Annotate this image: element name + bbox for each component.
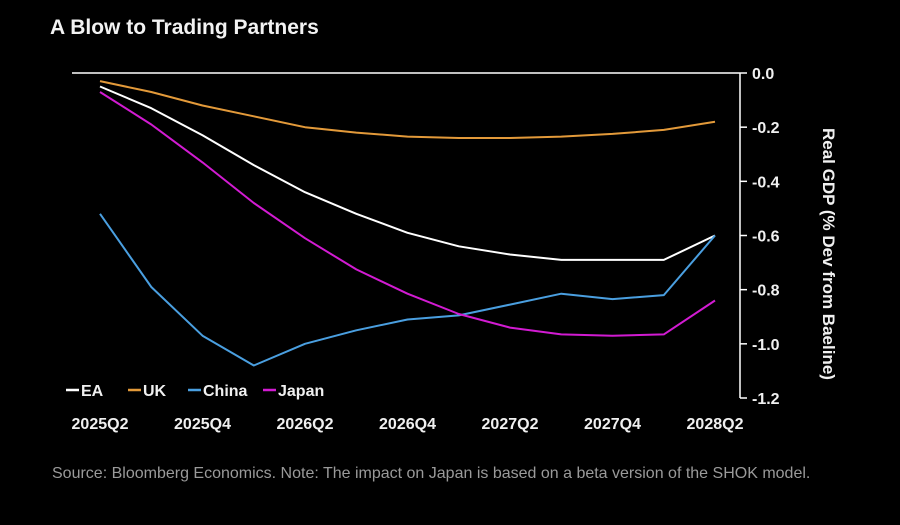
x-tick-label: 2026Q2 [277,416,334,433]
x-tick-label: 2025Q2 [72,416,129,433]
series-line-ea [99,85,716,261]
y-tick-label: -0.8 [752,283,780,300]
legend-label-ea: EA [81,383,104,400]
x-tick-label: 2026Q4 [379,416,436,433]
line-chart: 0.0 -0.2 -0.4 -0.6 -0.8 -1.0 -1.2 2025Q2 2025Q4 2… [66,66,838,433]
y-tick-label: -1.2 [752,391,780,408]
legend-label-japan: Japan [278,383,324,400]
y-tick-label: -0.6 [752,229,780,246]
legend: EA UK China Japan [66,383,324,400]
y-tick-label: -1.0 [752,337,780,354]
y-tick-label: -0.4 [752,174,780,191]
x-tick-label: 2028Q2 [687,416,744,433]
series-lines [99,80,716,367]
x-tick-label: 2027Q2 [482,416,539,433]
series-line-uk [99,80,716,139]
chart-title: A Blow to Trading Partners [50,16,319,39]
y-tick-label: -0.2 [752,120,780,137]
y-axis-title: Real GDP (% Dev from Baeline) [819,128,838,380]
x-tick-label: 2027Q4 [584,416,641,433]
legend-label-uk: UK [143,383,167,400]
series-line-japan [99,91,716,337]
legend-label-china: China [203,383,248,400]
source-note: Source: Bloomberg Economics. Note: The i… [52,465,811,482]
axes: 0.0 -0.2 -0.4 -0.6 -0.8 -1.0 -1.2 2025Q2 2025Q4 2… [72,66,780,433]
series-line-china [99,213,716,367]
y-tick-label: 0.0 [752,66,774,83]
x-tick-label: 2025Q4 [174,416,231,433]
